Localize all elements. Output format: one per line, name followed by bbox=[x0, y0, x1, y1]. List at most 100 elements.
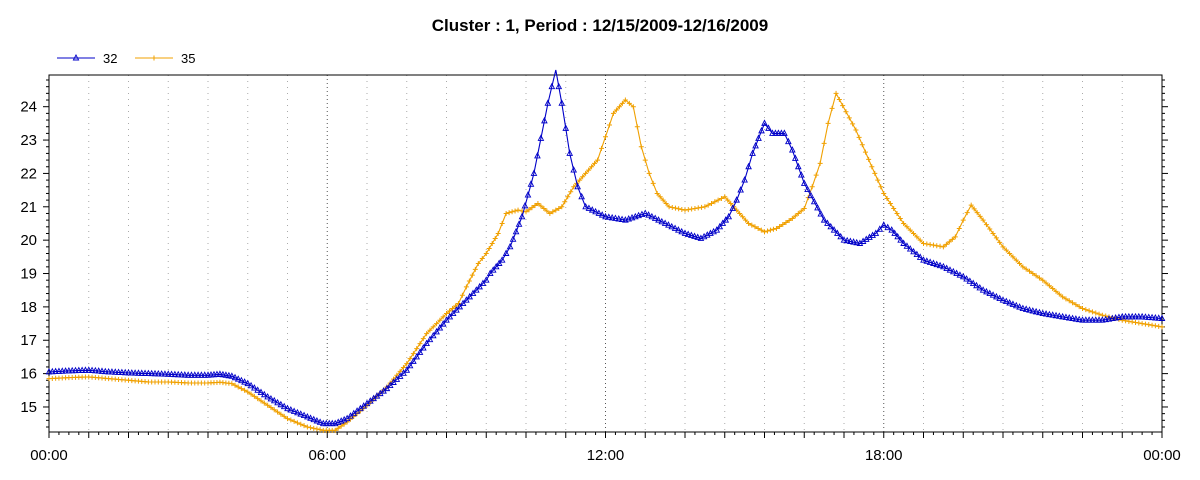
data-point-35 bbox=[1017, 261, 1023, 267]
data-point-32 bbox=[506, 242, 514, 250]
data-point-35 bbox=[1070, 300, 1076, 306]
data-point-35 bbox=[722, 194, 728, 200]
data-point-32 bbox=[489, 266, 497, 273]
data-point-32 bbox=[752, 141, 759, 149]
data-point-32 bbox=[814, 203, 821, 211]
data-point-32 bbox=[665, 221, 672, 228]
data-point-35 bbox=[424, 331, 430, 337]
data-point-32 bbox=[582, 202, 589, 210]
data-point-35 bbox=[472, 266, 478, 272]
data-point-32 bbox=[75, 366, 83, 374]
data-point-32 bbox=[251, 384, 258, 391]
data-point-32 bbox=[219, 370, 227, 378]
data-point-32 bbox=[913, 250, 921, 258]
data-point-32 bbox=[241, 378, 248, 385]
data-point-32 bbox=[658, 217, 666, 225]
data-point-32 bbox=[151, 369, 159, 377]
data-point-32 bbox=[903, 242, 911, 249]
data-point-35 bbox=[1066, 298, 1072, 304]
data-point-35 bbox=[1030, 271, 1036, 277]
data-point-35 bbox=[660, 197, 666, 203]
data-point-35 bbox=[650, 180, 656, 186]
data-point-32 bbox=[48, 367, 56, 375]
data-point-32 bbox=[518, 212, 526, 220]
data-point-35 bbox=[798, 208, 804, 214]
data-point-35 bbox=[1126, 318, 1132, 324]
data-point-35 bbox=[294, 420, 300, 426]
data-point-35 bbox=[1139, 321, 1145, 327]
data-point-32 bbox=[400, 369, 407, 376]
data-point-32 bbox=[894, 232, 902, 240]
data-point-35 bbox=[718, 195, 724, 201]
data-point-32 bbox=[675, 226, 682, 233]
data-point-35 bbox=[875, 177, 881, 183]
data-point-35 bbox=[917, 237, 923, 243]
data-point-32 bbox=[267, 394, 275, 402]
data-point-32 bbox=[827, 222, 835, 230]
data-point-35 bbox=[856, 134, 862, 140]
data-point-35 bbox=[767, 227, 773, 233]
data-point-35 bbox=[676, 206, 682, 212]
x-tick-label: 06:00 bbox=[308, 447, 346, 464]
data-point-35 bbox=[538, 203, 544, 209]
data-point-35 bbox=[840, 103, 846, 109]
data-point-35 bbox=[275, 409, 281, 415]
data-point-32 bbox=[530, 169, 538, 176]
data-point-35 bbox=[503, 210, 509, 216]
data-point-32 bbox=[55, 367, 63, 374]
data-point-32 bbox=[872, 229, 880, 236]
data-point-35 bbox=[817, 160, 823, 166]
data-point-35 bbox=[646, 170, 652, 176]
data-point-35 bbox=[1027, 268, 1032, 274]
data-point-35 bbox=[268, 405, 274, 411]
data-point-32 bbox=[403, 366, 411, 373]
data-point-32 bbox=[128, 369, 136, 376]
data-point-32 bbox=[78, 366, 86, 373]
data-point-35 bbox=[740, 214, 746, 220]
data-point-35 bbox=[314, 426, 320, 432]
data-point-32 bbox=[588, 206, 596, 213]
data-point-35 bbox=[245, 389, 251, 395]
data-point-32 bbox=[125, 368, 132, 376]
data-point-32 bbox=[486, 269, 494, 276]
data-point-32 bbox=[108, 368, 116, 375]
data-point-32 bbox=[515, 220, 523, 227]
data-point-32 bbox=[959, 272, 967, 280]
y-tick-label: 20 bbox=[20, 232, 37, 249]
data-point-35 bbox=[404, 361, 410, 367]
data-point-32 bbox=[449, 309, 457, 317]
data-point-35 bbox=[483, 251, 489, 256]
data-point-35 bbox=[434, 321, 440, 327]
data-point-35 bbox=[599, 145, 605, 151]
data-point-35 bbox=[550, 209, 556, 215]
data-point-32 bbox=[804, 185, 811, 193]
data-point-32 bbox=[1089, 316, 1096, 323]
data-point-32 bbox=[956, 271, 964, 278]
data-point-32 bbox=[541, 116, 548, 124]
data-point-35 bbox=[866, 156, 872, 162]
data-point-35 bbox=[777, 223, 783, 229]
data-point-32 bbox=[953, 269, 960, 276]
data-point-32 bbox=[476, 282, 483, 290]
data-point-32 bbox=[1026, 306, 1033, 313]
data-point-35 bbox=[592, 160, 598, 166]
data-point-32 bbox=[847, 237, 854, 244]
data-point-32 bbox=[1085, 316, 1093, 323]
data-point-32 bbox=[876, 225, 884, 232]
data-point-32 bbox=[287, 406, 295, 413]
data-point-35 bbox=[977, 213, 983, 219]
data-point-32 bbox=[900, 239, 907, 246]
data-point-32 bbox=[592, 207, 599, 215]
data-point-32 bbox=[495, 259, 503, 266]
data-point-32 bbox=[1032, 307, 1040, 315]
data-point-35 bbox=[764, 228, 770, 234]
data-point-35 bbox=[630, 104, 636, 110]
data-point-32 bbox=[850, 238, 857, 245]
data-point-35 bbox=[1050, 286, 1056, 292]
data-point-32 bbox=[923, 257, 931, 264]
data-point-32 bbox=[284, 404, 291, 412]
data-point-35 bbox=[553, 207, 559, 213]
data-point-32 bbox=[755, 134, 762, 141]
data-point-35 bbox=[463, 284, 469, 290]
